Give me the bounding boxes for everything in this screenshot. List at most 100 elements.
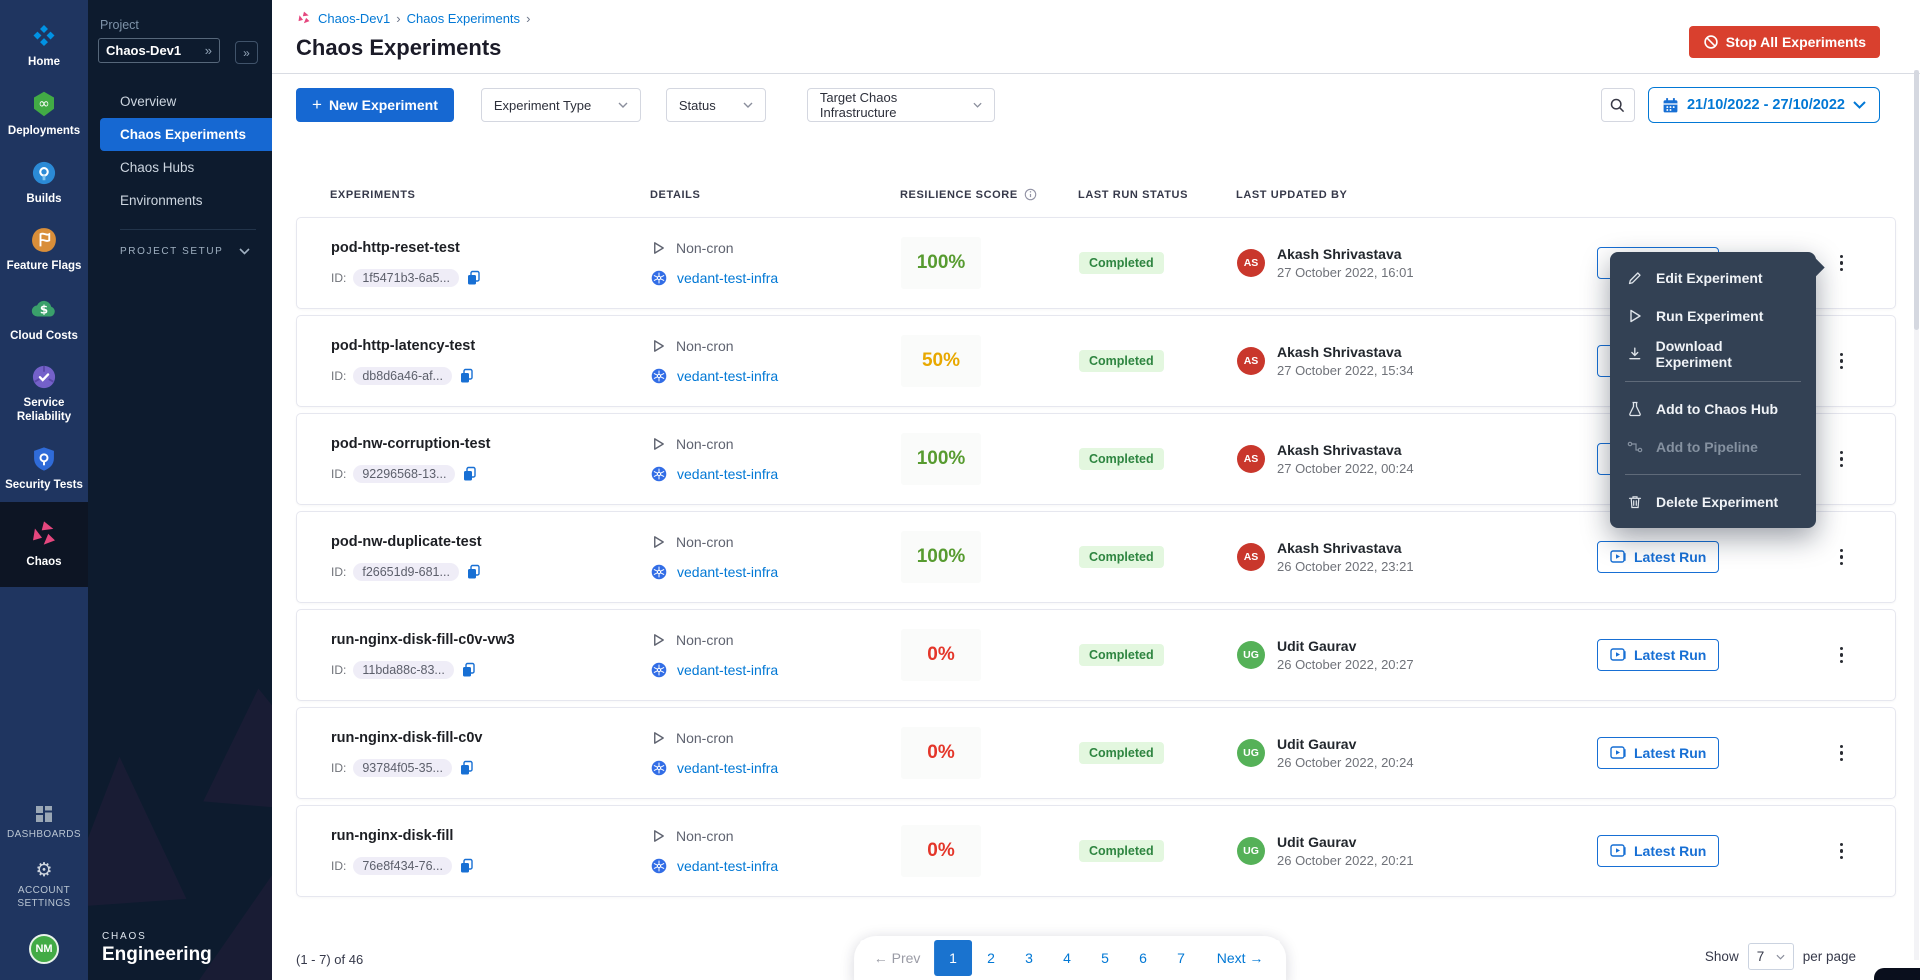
scrollbar[interactable] — [1914, 70, 1919, 960]
nav-security-tests[interactable]: Security Tests — [0, 435, 88, 502]
user-name: Akash Shrivastava — [1277, 344, 1414, 360]
infra-link[interactable]: vedant-test-infra — [677, 466, 778, 482]
next-page-button[interactable]: Next → — [1200, 940, 1280, 976]
new-experiment-button[interactable]: + New Experiment — [296, 88, 454, 122]
score-cell: 100% — [901, 433, 1079, 485]
latest-run-button[interactable]: Latest Run — [1597, 541, 1719, 573]
sidebar-collapse-button[interactable]: » — [235, 41, 258, 64]
copy-icon[interactable] — [459, 368, 474, 384]
experiment-cell: pod-http-latency-test ID: db8d6a46-af... — [331, 338, 651, 385]
prev-page-button[interactable]: ← Prev — [860, 940, 934, 976]
plus-icon: + — [312, 95, 322, 115]
filter-status[interactable]: Status — [666, 88, 766, 122]
infra-link[interactable]: vedant-test-infra — [677, 270, 778, 286]
menu-divider — [1625, 381, 1801, 382]
infra-link[interactable]: vedant-test-infra — [677, 760, 778, 776]
latest-run-button[interactable]: Latest Run — [1597, 737, 1719, 769]
row-menu-kebab[interactable] — [1836, 839, 1848, 864]
infra-link[interactable]: vedant-test-infra — [677, 662, 778, 678]
filter-experiment-type[interactable]: Experiment Type — [481, 88, 641, 122]
filter-target-chaos-infrastructure[interactable]: Target Chaos Infrastructure — [807, 88, 995, 122]
page-button-7[interactable]: 7 — [1162, 940, 1200, 976]
row-menu-kebab[interactable] — [1836, 643, 1848, 668]
user-avatar[interactable]: NM — [29, 934, 59, 964]
latest-run-button[interactable]: Latest Run — [1597, 835, 1719, 867]
nav-dashboards[interactable]: DASHBOARDS — [0, 794, 88, 852]
menu-item-edit-experiment[interactable]: Edit Experiment — [1610, 259, 1816, 297]
infra-link[interactable]: vedant-test-infra — [677, 368, 778, 384]
details-cell: Non-cron vedant-test-infra — [651, 828, 901, 874]
project-setup-toggle[interactable]: PROJECT SETUP — [88, 230, 272, 257]
menu-item-add-to-chaos-hub[interactable]: Add to Chaos Hub — [1610, 390, 1816, 428]
play-icon — [651, 240, 666, 256]
menu-item-download-experiment[interactable]: Download Experiment — [1610, 335, 1816, 373]
latest-run-button[interactable]: Latest Run — [1597, 639, 1719, 671]
page-button-4[interactable]: 4 — [1048, 940, 1086, 976]
row-menu-kebab[interactable] — [1836, 741, 1848, 766]
info-icon[interactable] — [1024, 188, 1037, 201]
infra-line: vedant-test-infra — [651, 662, 901, 678]
scrollbar-thumb[interactable] — [1914, 70, 1919, 330]
breadcrumb-link-experiments[interactable]: Chaos Experiments — [407, 11, 520, 26]
nav-builds[interactable]: Builds — [0, 149, 88, 216]
nav-label: Service Reliability — [2, 396, 86, 425]
page-button-2[interactable]: 2 — [972, 940, 1010, 976]
brand-top: CHAOS — [102, 931, 212, 942]
details-cell: Non-cron vedant-test-infra — [651, 534, 901, 580]
row-menu-kebab[interactable] — [1836, 349, 1848, 374]
schedule-line: Non-cron — [651, 828, 901, 844]
corner-widget[interactable] — [1874, 968, 1920, 980]
infra-link[interactable]: vedant-test-infra — [677, 858, 778, 874]
nav-chaos[interactable]: Chaos — [0, 502, 88, 587]
schedule-line: Non-cron — [651, 632, 901, 648]
row-menu-kebab[interactable] — [1836, 251, 1848, 276]
nav-deployments[interactable]: ∞ Deployments — [0, 79, 88, 148]
nav-label: Chaos — [26, 555, 61, 569]
sidebar-item-overview[interactable]: Overview — [88, 85, 272, 118]
status-badge: Completed — [1079, 448, 1164, 470]
page-button-6[interactable]: 6 — [1124, 940, 1162, 976]
latest-run-label: Latest Run — [1634, 549, 1706, 565]
date-range-button[interactable]: 21/10/2022 - 27/10/2022 — [1648, 87, 1880, 123]
project-selector[interactable]: Chaos-Dev1 » — [98, 38, 220, 63]
nav-cloud-costs[interactable]: $ Cloud Costs — [0, 284, 88, 353]
sidebar-item-chaos-hubs[interactable]: Chaos Hubs — [88, 151, 272, 184]
experiment-name: run-nginx-disk-fill-c0v — [331, 730, 651, 746]
row-menu-kebab[interactable] — [1836, 447, 1848, 472]
nav-label: Builds — [26, 192, 61, 206]
copy-icon[interactable] — [459, 760, 474, 776]
resilience-score-box: 100% — [901, 237, 981, 289]
breadcrumb-link-project[interactable]: Chaos-Dev1 — [318, 11, 390, 26]
menu-item-delete-experiment[interactable]: Delete Experiment — [1610, 483, 1816, 521]
nav-feature-flags[interactable]: Feature Flags — [0, 216, 88, 283]
kubernetes-icon — [651, 662, 667, 678]
experiment-id: 76e8f434-76... — [353, 857, 452, 875]
sidebar-item-chaos-experiments[interactable]: Chaos Experiments — [100, 118, 272, 151]
infra-link[interactable]: vedant-test-infra — [677, 564, 778, 580]
stop-all-experiments-button[interactable]: Stop All Experiments — [1689, 26, 1880, 58]
copy-icon[interactable] — [466, 270, 481, 286]
details-cell: Non-cron vedant-test-infra — [651, 338, 901, 384]
page-size-select[interactable]: 7 — [1748, 943, 1794, 970]
nav-service-reliability[interactable]: Service Reliability — [0, 353, 88, 435]
latest-run-icon — [1610, 648, 1626, 662]
row-menu-kebab[interactable] — [1836, 545, 1848, 570]
edit-icon — [1627, 270, 1643, 286]
nav-home[interactable]: Home — [0, 12, 88, 79]
svg-text:∞: ∞ — [38, 96, 49, 112]
copy-icon[interactable] — [462, 466, 477, 482]
project-name: Chaos-Dev1 — [106, 43, 181, 58]
copy-icon[interactable] — [466, 564, 481, 580]
search-button[interactable] — [1601, 88, 1635, 122]
page-button-1[interactable]: 1 — [934, 940, 972, 976]
page-button-5[interactable]: 5 — [1086, 940, 1124, 976]
chaos-breadcrumb-icon — [296, 10, 312, 26]
nav-account-settings[interactable]: ⚙ ACCOUNT SETTINGS — [0, 851, 88, 920]
copy-icon[interactable] — [461, 662, 476, 678]
sidebar-item-environments[interactable]: Environments — [88, 184, 272, 217]
copy-icon[interactable] — [459, 858, 474, 874]
menu-item-run-experiment[interactable]: Run Experiment — [1610, 297, 1816, 335]
chevron-down-icon — [973, 102, 982, 108]
page-button-3[interactable]: 3 — [1010, 940, 1048, 976]
menu-item-add-to-pipeline[interactable]: Add to Pipeline — [1610, 428, 1816, 466]
